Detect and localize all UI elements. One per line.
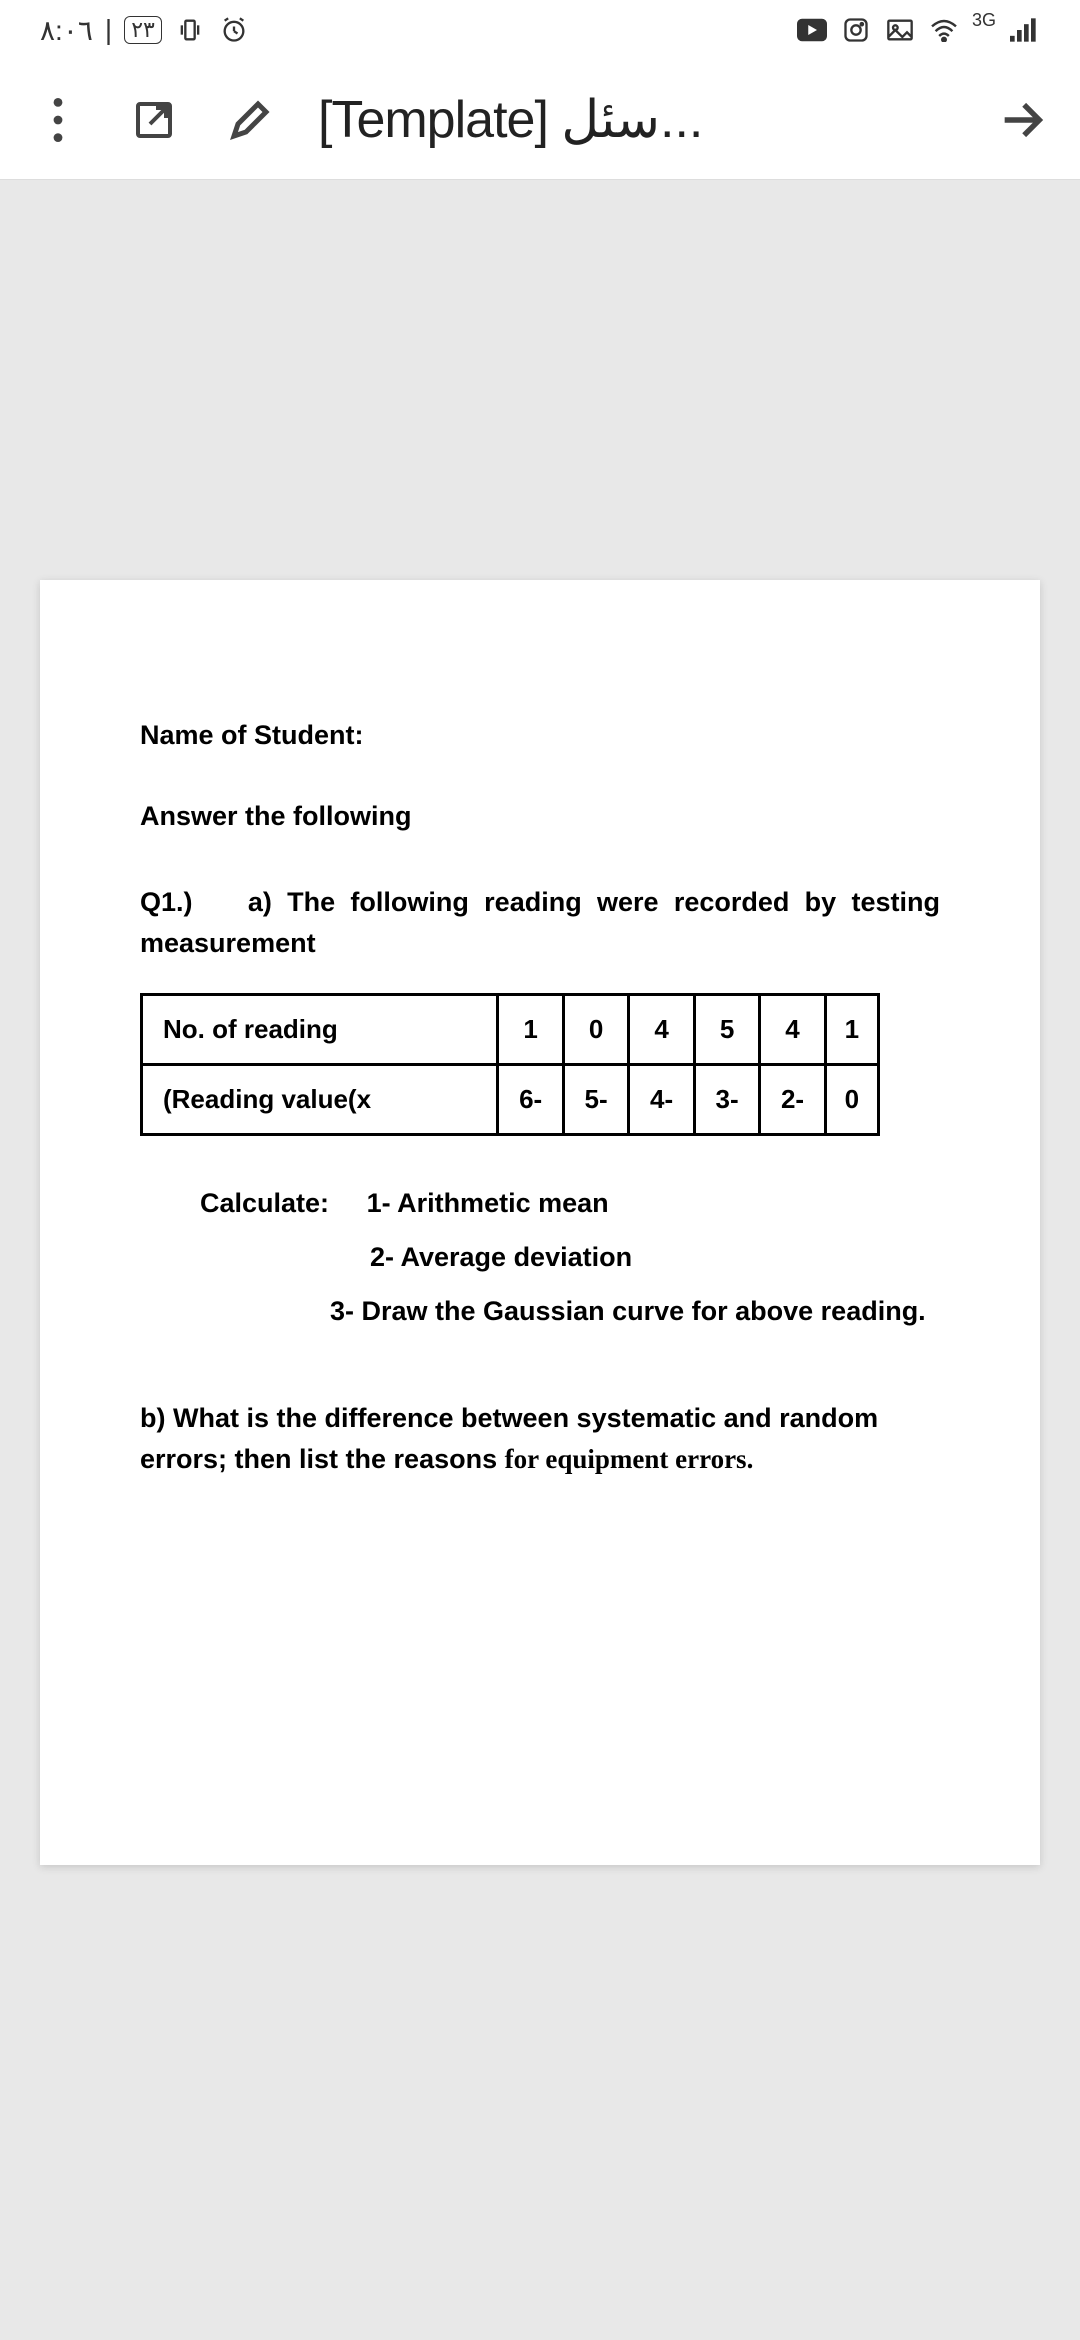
status-bar: ٨:٠٦ | ٢٣ 3G <box>0 0 1080 60</box>
open-external-icon[interactable] <box>126 92 182 148</box>
cell: 5 <box>694 995 759 1065</box>
vibrate-icon <box>174 14 206 46</box>
document-page: Name of Student: Answer the following Q1… <box>40 580 1040 1865</box>
clock-time: ٨:٠٦ <box>40 14 93 47</box>
q1-a-text: a) The following reading were recorded b… <box>140 887 940 958</box>
cell: 1 <box>825 995 878 1065</box>
status-right: 3G <box>796 14 1040 46</box>
row1-label: No. of reading <box>142 995 498 1065</box>
cell: 1 <box>498 995 563 1065</box>
more-menu-icon[interactable] <box>30 92 86 148</box>
signal-icon <box>1008 14 1040 46</box>
alarm-icon <box>218 14 250 46</box>
calc-item-2: 2- Average deviation <box>370 1230 940 1284</box>
cell: 0 <box>825 1065 878 1135</box>
back-arrow-icon[interactable] <box>994 92 1050 148</box>
cell: 2- <box>760 1065 825 1135</box>
edit-icon[interactable] <box>222 92 278 148</box>
b-text-2: for equipment errors. <box>505 1444 754 1474</box>
network-label: 3G <box>972 10 996 31</box>
app-bar: [Template] سئل... <box>0 60 1080 180</box>
cell: 5- <box>563 1065 628 1135</box>
image-icon <box>884 14 916 46</box>
cell: 4- <box>629 1065 694 1135</box>
document-canvas[interactable]: Name of Student: Answer the following Q1… <box>0 180 1080 2340</box>
separator: | <box>105 14 112 46</box>
wifi-icon <box>928 14 960 46</box>
battery-badge: ٢٣ <box>124 16 162 44</box>
readings-table: No. of reading 1 0 4 5 4 1 (Reading valu… <box>140 993 880 1136</box>
calculate-block: Calculate: 1- Arithmetic mean 2- Average… <box>200 1176 940 1338</box>
table-row: No. of reading 1 0 4 5 4 1 <box>142 995 879 1065</box>
question-1: Q1.) a) The following reading were recor… <box>140 882 940 963</box>
cell: 0 <box>563 995 628 1065</box>
calc-item-1: 1- Arithmetic mean <box>367 1188 609 1218</box>
answer-label: Answer the following <box>140 801 940 832</box>
table-row: (Reading value(x 6- 5- 4- 3- 2- 0 <box>142 1065 879 1135</box>
status-left: ٨:٠٦ | ٢٣ <box>40 14 250 47</box>
cell: 3- <box>694 1065 759 1135</box>
q1-number: Q1.) <box>140 887 193 917</box>
youtube-icon <box>796 14 828 46</box>
document-title: [Template] سئل... <box>318 90 954 150</box>
calculate-label: Calculate: <box>200 1176 329 1230</box>
cell: 4 <box>629 995 694 1065</box>
cell: 4 <box>760 995 825 1065</box>
calc-item-3: 3- Draw the Gaussian curve for above rea… <box>330 1284 940 1338</box>
cell: 6- <box>498 1065 563 1135</box>
row2-label: (Reading value(x <box>142 1065 498 1135</box>
instagram-icon <box>840 14 872 46</box>
question-b: b) What is the difference between system… <box>140 1398 940 1479</box>
name-of-student-label: Name of Student: <box>140 720 940 751</box>
